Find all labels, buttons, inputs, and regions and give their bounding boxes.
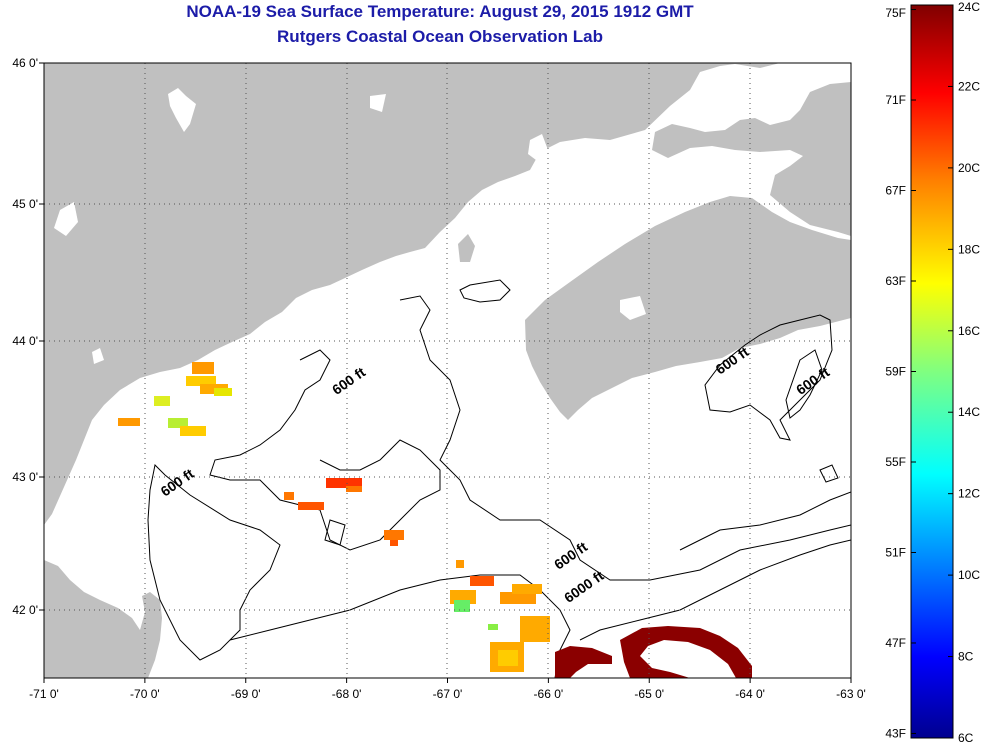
- colorbar-c-label: 22C: [958, 79, 980, 93]
- colorbar-c-label: 20C: [958, 161, 980, 175]
- land-cape-cod: [44, 560, 162, 678]
- colorbar-f-label: 75F: [885, 6, 906, 20]
- colorbar-f-label: 63F: [885, 274, 906, 288]
- longitude-ticks: -71 0' -70 0' -69 0' -68 0' -67 0' -66 0' -65 …: [29, 678, 866, 701]
- lakes: [54, 70, 796, 364]
- colorbar-f-label: 43F: [885, 726, 906, 740]
- map-title: NOAA-19 Sea Surface Temperature: August …: [186, 2, 694, 21]
- land-nova-scotia: [525, 196, 851, 420]
- lon-tick-label: -67 0': [433, 687, 463, 701]
- colorbar: [910, 4, 954, 739]
- lat-tick-label: 44 0': [12, 334, 38, 348]
- colorbar-f-label: 59F: [885, 365, 906, 379]
- lat-tick-label: 43 0': [12, 470, 38, 484]
- lon-tick-label: -63 0': [836, 687, 866, 701]
- colorbar-c-label: 16C: [958, 324, 980, 338]
- colorbar-f-label: 47F: [885, 636, 906, 650]
- colorbar-c-label: 10C: [958, 568, 980, 582]
- colorbar-fahrenheit-labels: 75F 71F 67F 63F 59F 55F 51F 47F 43F: [885, 6, 916, 740]
- colorbar-c-label: 18C: [958, 242, 980, 256]
- land-grand-manan: [458, 234, 475, 262]
- colorbar-c-label: 6C: [958, 731, 974, 745]
- lon-tick-label: -71 0': [29, 687, 59, 701]
- colorbar-f-label: 51F: [885, 545, 906, 559]
- lon-tick-label: -70 0': [130, 687, 160, 701]
- colorbar-celsius-labels: 24C 22C 20C 18C 16C 14C 12C 10C 8C 6C: [948, 0, 980, 745]
- colorbar-c-label: 14C: [958, 405, 980, 419]
- lat-tick-label: 46 0': [12, 56, 38, 70]
- colorbar-f-label: 67F: [885, 184, 906, 198]
- map-subtitle: Rutgers Coastal Ocean Observation Lab: [277, 27, 603, 46]
- sst-patches: [118, 362, 752, 678]
- lon-tick-label: -64 0': [735, 687, 765, 701]
- colorbar-c-label: 8C: [958, 650, 974, 664]
- land-maine-coast: [44, 63, 780, 525]
- lon-tick-label: -69 0': [231, 687, 261, 701]
- colorbar-f-label: 55F: [885, 455, 906, 469]
- lon-tick-label: -68 0': [332, 687, 362, 701]
- lat-tick-label: 42 0': [12, 603, 38, 617]
- colorbar-f-label: 71F: [885, 93, 906, 107]
- latitude-ticks: 46 0' 45 0' 44 0' 43 0' 42 0': [12, 56, 44, 617]
- lon-tick-label: -65 0': [634, 687, 664, 701]
- lon-tick-label: -66 0': [534, 687, 564, 701]
- colorbar-c-label: 24C: [958, 0, 980, 14]
- lat-tick-label: 45 0': [12, 197, 38, 211]
- colorbar-c-label: 12C: [958, 487, 980, 501]
